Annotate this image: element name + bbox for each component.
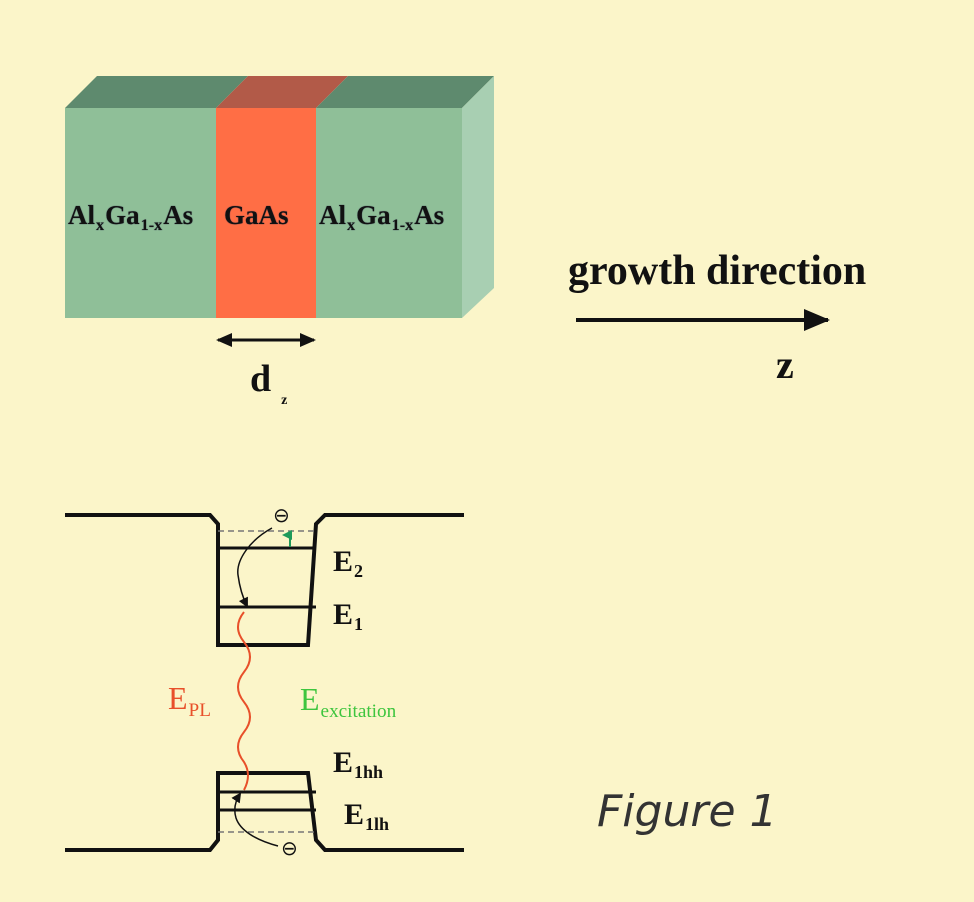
level-e1-sub: 1 <box>354 614 364 635</box>
epl-sub: PL <box>188 699 211 721</box>
algaas-right-x: x <box>347 215 356 234</box>
algaas-right-1mx: 1-x <box>391 215 414 234</box>
slab-top-center <box>216 76 348 108</box>
algaas-left-layer <box>65 108 216 318</box>
electron-icon: ⊖ <box>273 503 290 527</box>
level-e1lh-label: E1lh <box>344 798 390 835</box>
layer-slab <box>65 76 494 318</box>
thickness-label: dz <box>250 360 287 408</box>
electron-relaxation-path <box>237 527 273 608</box>
gaas-label: GaAs <box>224 200 289 230</box>
algaas-right-layer <box>316 108 462 318</box>
gaas-layer <box>216 108 316 318</box>
level-e1-e: E <box>333 598 354 631</box>
algaas-left-al: Al <box>68 200 95 230</box>
growth-direction-label: growth direction <box>568 248 867 294</box>
figure-caption: Figure 1 <box>597 786 778 837</box>
algaas-right-al: Al <box>319 200 346 230</box>
algaas-left-ga: Ga <box>105 200 140 230</box>
algaas-left-x: x <box>96 215 105 234</box>
level-e1-label: E1 <box>333 598 364 635</box>
level-e2-sub: 2 <box>354 561 364 582</box>
algaas-left-1mx: 1-x <box>140 215 163 234</box>
level-e1lh-sub: 1lh <box>365 814 390 835</box>
z-axis-label: z <box>776 342 794 387</box>
level-e1lh-e: E <box>344 798 365 831</box>
conduction-band-edge <box>65 513 464 647</box>
algaas-left-label: AlxGa1-xAs <box>68 202 193 233</box>
hole-relaxation-path <box>231 792 279 847</box>
level-e2-e: E <box>333 545 354 578</box>
excitation-label: Eexcitation <box>300 683 397 721</box>
excitation-sub: excitation <box>320 700 397 722</box>
algaas-right-as: As <box>414 200 445 230</box>
epl-e: E <box>168 680 188 716</box>
algaas-right-label: AlxGa1-xAs <box>319 202 444 233</box>
hole-icon: ⊖ <box>281 836 298 860</box>
excitation-e: E <box>300 681 320 717</box>
slab-top-right <box>316 76 494 108</box>
level-e2-label: E2 <box>333 545 364 582</box>
slab-side <box>462 76 494 318</box>
pl-emission-wave <box>237 611 251 791</box>
thickness-z: z <box>281 392 288 408</box>
algaas-left-as: As <box>163 200 194 230</box>
epl-label: EPL <box>168 682 212 720</box>
slab-top-left <box>65 76 248 108</box>
valence-band-edge <box>65 771 464 852</box>
thickness-d: d <box>250 358 272 400</box>
level-e1hh-sub: 1hh <box>354 762 384 783</box>
level-e1hh-e: E <box>333 746 354 779</box>
level-e1hh-label: E1hh <box>333 746 384 783</box>
algaas-right-ga: Ga <box>356 200 391 230</box>
